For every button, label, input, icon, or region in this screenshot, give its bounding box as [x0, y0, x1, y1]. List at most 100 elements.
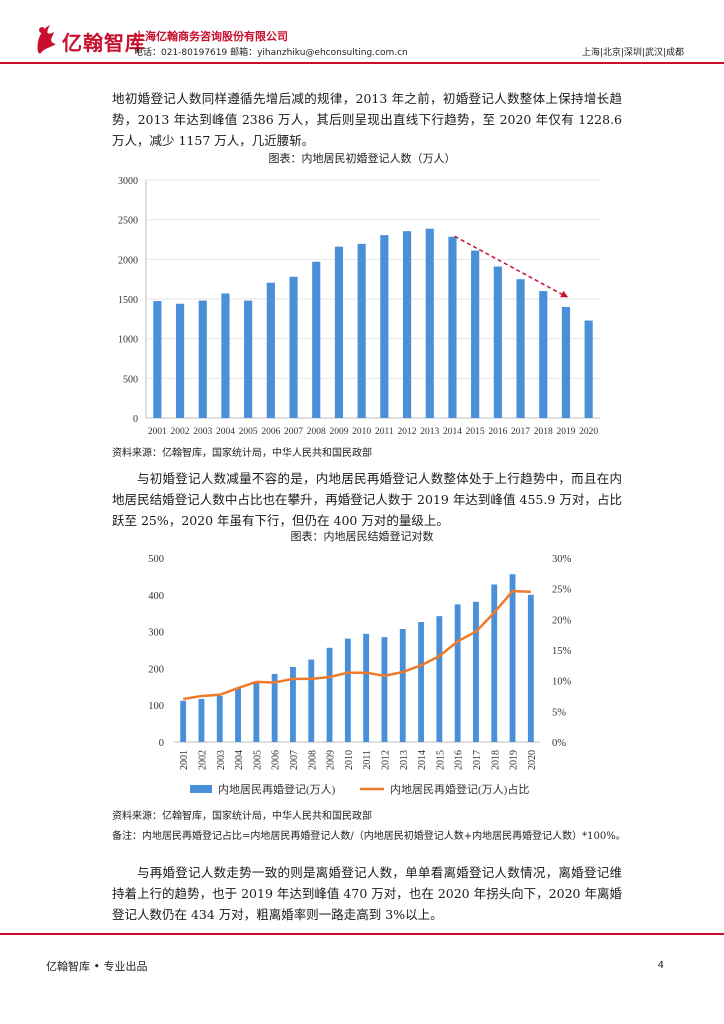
x-tick-label: 2006: [271, 750, 282, 770]
bar: [561, 306, 571, 418]
legend-bar-swatch: [190, 785, 212, 793]
bar: [493, 266, 502, 418]
bar: [175, 303, 185, 418]
bar: [584, 320, 593, 418]
bar: [221, 293, 230, 418]
x-tick-label: 2005: [239, 427, 258, 437]
x-tick-label: 2012: [380, 750, 391, 770]
chart1-source: 资料来源：亿翰智库，国家统计局，中华人民共和国民政部: [112, 448, 372, 459]
y-left-tick-label: 100: [148, 701, 164, 712]
company-name: 上海亿翰商务咨询股份有限公司: [134, 30, 288, 43]
bar: [539, 291, 548, 418]
y-left-tick-label: 500: [148, 554, 164, 565]
page-number: 4: [657, 960, 664, 971]
x-tick-label: 2008: [307, 750, 318, 770]
y-tick-label: 0: [133, 414, 138, 425]
bar: [381, 637, 388, 742]
chart1-caption: 图表：内地居民初婚登记人数（万人）: [268, 152, 456, 165]
bar: [266, 282, 275, 418]
bar: [527, 594, 534, 742]
y-right-tick-label: 20%: [552, 615, 572, 626]
bar: [363, 633, 370, 742]
bar: [180, 700, 187, 742]
y-right-tick-label: 0%: [552, 738, 566, 749]
chart2-note: 备注：内地居民再婚登记占比=内地居民再婚登记人数/（内地居民初婚登记人数+内地居…: [112, 831, 626, 842]
bar: [357, 243, 366, 418]
x-tick-label: 2009: [329, 427, 348, 437]
x-tick-label: 2007: [284, 427, 303, 437]
bar: [491, 584, 498, 742]
y-right-tick-label: 10%: [552, 677, 572, 688]
y-right-tick-label: 25%: [552, 585, 572, 596]
x-tick-label: 2014: [417, 750, 428, 770]
y-tick-label: 500: [123, 374, 138, 385]
bar: [418, 622, 424, 742]
first-marriage-chart: 0 500 1000 1500 2000 2500 3000 2001 2002 2003 2004…: [118, 176, 600, 437]
x-tick-label: 2019: [556, 427, 575, 437]
x-tick-label: 2010: [352, 427, 371, 437]
y-tick-label: 1000: [118, 335, 138, 346]
remarriage-chart: 0 100 200 300 400 500 0% 5% 10% 15% 20% 25% 30% 2001 2…: [148, 554, 572, 796]
x-tick-label: 2004: [234, 750, 245, 770]
bar: [344, 638, 351, 742]
bar: [308, 659, 315, 742]
bar: [312, 261, 321, 418]
x-tick-label: 2003: [216, 750, 227, 770]
footer-brand: 亿翰智库 • 专业出品: [46, 960, 148, 973]
bar: [289, 276, 298, 418]
x-tick-label: 2013: [420, 427, 439, 437]
x-tick-label: 2008: [307, 427, 326, 437]
trend-arrow-head: [560, 290, 569, 298]
bar: [436, 616, 443, 742]
x-tick-label: 2017: [472, 750, 483, 770]
bar: [471, 250, 480, 418]
y-tick-label: 1500: [118, 295, 138, 306]
x-tick-label: 2004: [216, 427, 235, 437]
y-left-tick-label: 200: [148, 664, 164, 675]
bar: [516, 279, 525, 418]
x-tick-label: 2001: [179, 750, 190, 770]
bar: [473, 601, 479, 742]
bar: [271, 673, 278, 742]
contact-info: 电话：021-80197619 邮箱：yihanzhiku@ehconsulti…: [134, 48, 408, 58]
bar: [235, 687, 241, 742]
bar: [153, 300, 162, 418]
x-tick-label: 2020: [579, 427, 598, 437]
x-tick-label: 2016: [454, 750, 465, 770]
bar: [402, 231, 412, 418]
legend-line-label: 内地居民再婚登记(万人)占比: [390, 782, 529, 796]
header-divider: [0, 62, 724, 64]
x-tick-label: 2019: [509, 750, 520, 770]
bar: [253, 681, 260, 742]
logo-icon: [37, 25, 56, 54]
y-right-tick-label: 30%: [552, 554, 572, 565]
x-tick-label: 2011: [362, 750, 373, 770]
x-tick-label: 2009: [326, 750, 337, 770]
bar: [198, 698, 205, 742]
x-tick-label: 2018: [490, 750, 501, 770]
y-left-tick-label: 300: [148, 628, 164, 639]
x-tick-label: 2003: [193, 427, 212, 437]
bar: [198, 300, 207, 418]
bar: [425, 228, 434, 418]
trend-arrow-line: [454, 235, 563, 296]
x-tick-label: 2012: [398, 427, 417, 437]
bar: [380, 235, 389, 418]
logo-text: 亿翰智库: [62, 31, 146, 55]
footer-divider: [0, 933, 724, 935]
x-tick-label: 2016: [488, 427, 507, 437]
x-tick-label: 2017: [511, 427, 530, 437]
bar: [509, 574, 516, 742]
page-header: 亿翰智库 上海亿翰商务咨询股份有限公司 电话：021-80197619 邮箱：y…: [0, 0, 724, 70]
x-tick-label: 2010: [344, 750, 355, 770]
bar: [244, 300, 253, 418]
x-tick-label: 2020: [527, 750, 538, 770]
x-tick-label: 2015: [435, 750, 446, 770]
x-tick-label: 2011: [375, 427, 394, 437]
x-tick-label: 2006: [261, 427, 280, 437]
bar: [326, 647, 333, 742]
x-tick-label: 2007: [289, 750, 300, 770]
x-tick-label: 2014: [443, 427, 462, 437]
paragraph-remarriage: 与初婚登记人数减量不容的是，内地居民再婚登记人数整体处于上行趋势中，而且在内地居…: [112, 471, 622, 528]
x-tick-label: 2001: [148, 427, 167, 437]
